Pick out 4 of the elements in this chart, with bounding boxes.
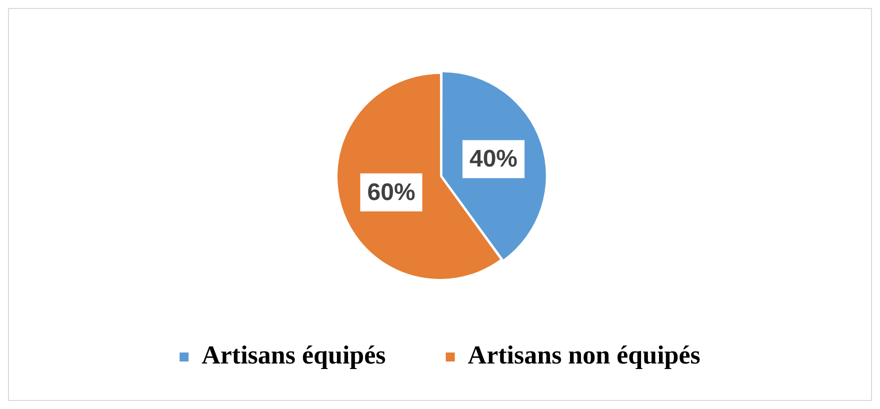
data-label: 40% <box>469 146 518 173</box>
legend-label: Artisans équipés <box>202 340 386 370</box>
legend-label: Artisans non équipés <box>468 340 700 370</box>
data-label: 60% <box>367 178 416 206</box>
